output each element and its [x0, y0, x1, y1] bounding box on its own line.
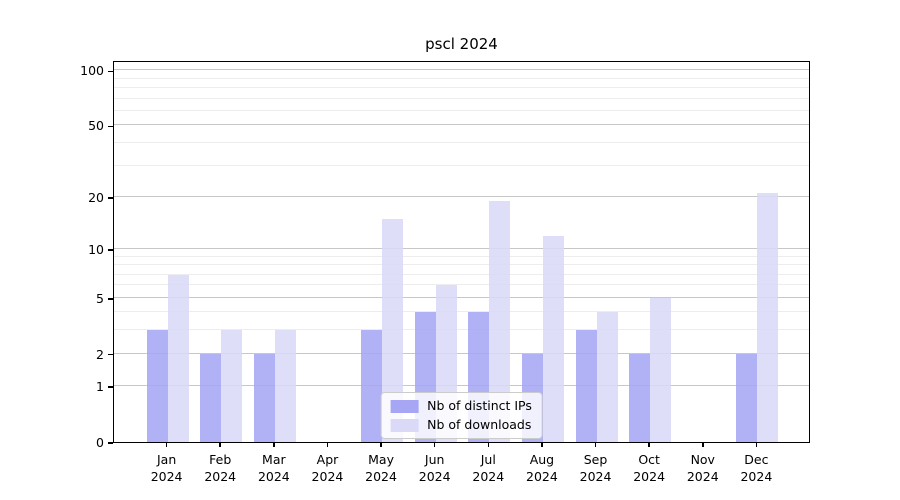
y-tick-mark — [108, 442, 113, 444]
bar-downloads-mar — [274, 330, 296, 442]
bar-downloads-may — [382, 218, 404, 442]
bar-distinct-ips-sep — [575, 330, 597, 442]
x-tick-mark — [273, 443, 275, 447]
bar-distinct-ips-dec — [736, 353, 758, 442]
bar-downloads-jul — [489, 200, 511, 442]
x-axis-label: Mar 2024 — [257, 452, 290, 484]
legend-label: Nb of distinct IPs — [427, 398, 532, 413]
bar-downloads-sep — [596, 312, 618, 442]
y-tick-mark — [108, 249, 113, 251]
x-tick-mark — [380, 443, 382, 447]
bar-distinct-ips-may — [361, 330, 383, 442]
gridline — [114, 311, 809, 313]
x-axis-label: Jun 2024 — [418, 452, 451, 484]
y-tick-mark — [108, 353, 113, 356]
y-axis-tick-label: 10 — [88, 241, 104, 257]
x-tick-mark — [541, 443, 543, 447]
legend-swatch-distinct-ips — [390, 399, 419, 413]
gridline — [114, 352, 809, 354]
x-axis-label: Aug 2024 — [526, 452, 558, 484]
x-axis-label: Sep 2024 — [579, 452, 612, 484]
y-axis-tick-label: 0 — [96, 435, 104, 450]
y-tick-mark — [108, 298, 113, 300]
y-axis-tick-label: 50 — [88, 118, 104, 134]
bar-distinct-ips-mar — [253, 353, 275, 442]
x-tick-mark — [702, 443, 704, 447]
chart-title: pscl 2024 — [425, 35, 498, 53]
legend: Nb of distinct IPs Nb of downloads — [380, 392, 543, 439]
x-axis-label: Oct 2024 — [633, 452, 666, 484]
bar-downloads-oct — [650, 297, 672, 442]
y-tick-mark — [108, 125, 113, 128]
plot-area: Nb of distinct IPs Nb of downloads — [113, 61, 810, 443]
legend-item: Nb of downloads — [390, 418, 532, 432]
legend-label: Nb of downloads — [427, 417, 532, 432]
y-axis-tick-label: 20 — [88, 189, 104, 205]
x-tick-mark — [165, 443, 168, 447]
x-tick-mark — [755, 443, 758, 447]
x-tick-mark — [487, 443, 490, 447]
x-tick-mark — [326, 443, 329, 447]
y-tick-mark — [108, 197, 113, 199]
legend-item: Nb of distinct IPs — [390, 399, 532, 413]
y-tick-mark — [108, 70, 113, 73]
y-axis-tick-label: 5 — [96, 290, 104, 306]
gridline — [114, 69, 809, 71]
gridline — [114, 110, 809, 112]
gridline — [114, 264, 809, 266]
x-axis-label: Feb 2024 — [204, 452, 237, 484]
bar-downloads-jan — [167, 274, 189, 442]
y-axis-tick-label: 1 — [96, 379, 104, 395]
x-axis-label: Nov 2024 — [686, 452, 719, 484]
bar-distinct-ips-feb — [200, 353, 222, 442]
gridline — [114, 329, 809, 331]
x-tick-mark — [648, 443, 650, 447]
gridline — [114, 247, 809, 249]
gridline — [114, 255, 809, 257]
bar-downloads-dec — [757, 193, 779, 442]
gridline — [114, 385, 809, 387]
gridline — [114, 273, 809, 275]
gridline — [114, 142, 809, 144]
gridline — [114, 87, 809, 89]
x-tick-mark — [219, 443, 221, 447]
gridline — [114, 77, 809, 79]
x-tick-mark — [594, 443, 597, 447]
gridline — [114, 296, 809, 298]
gridline — [114, 195, 809, 197]
gridline — [114, 284, 809, 286]
bar-downloads-aug — [542, 235, 564, 442]
x-axis-label: Dec 2024 — [740, 452, 773, 484]
gridline — [114, 97, 809, 99]
x-axis-label: May 2024 — [365, 452, 397, 484]
gridline — [114, 124, 809, 126]
legend-swatch-downloads — [390, 418, 419, 432]
x-tick-mark — [433, 443, 436, 447]
bar-distinct-ips-oct — [629, 353, 651, 442]
x-axis-label: Jul 2024 — [472, 452, 505, 484]
y-axis-tick-label: 2 — [96, 346, 104, 362]
x-axis-label: Apr 2024 — [311, 452, 344, 484]
bar-distinct-ips-jan — [146, 330, 168, 442]
gridline — [114, 164, 809, 166]
y-axis-tick-label: 100 — [80, 63, 104, 79]
bar-downloads-feb — [221, 330, 243, 442]
x-axis-label: Jan 2024 — [150, 452, 183, 484]
y-tick-mark — [108, 386, 113, 388]
